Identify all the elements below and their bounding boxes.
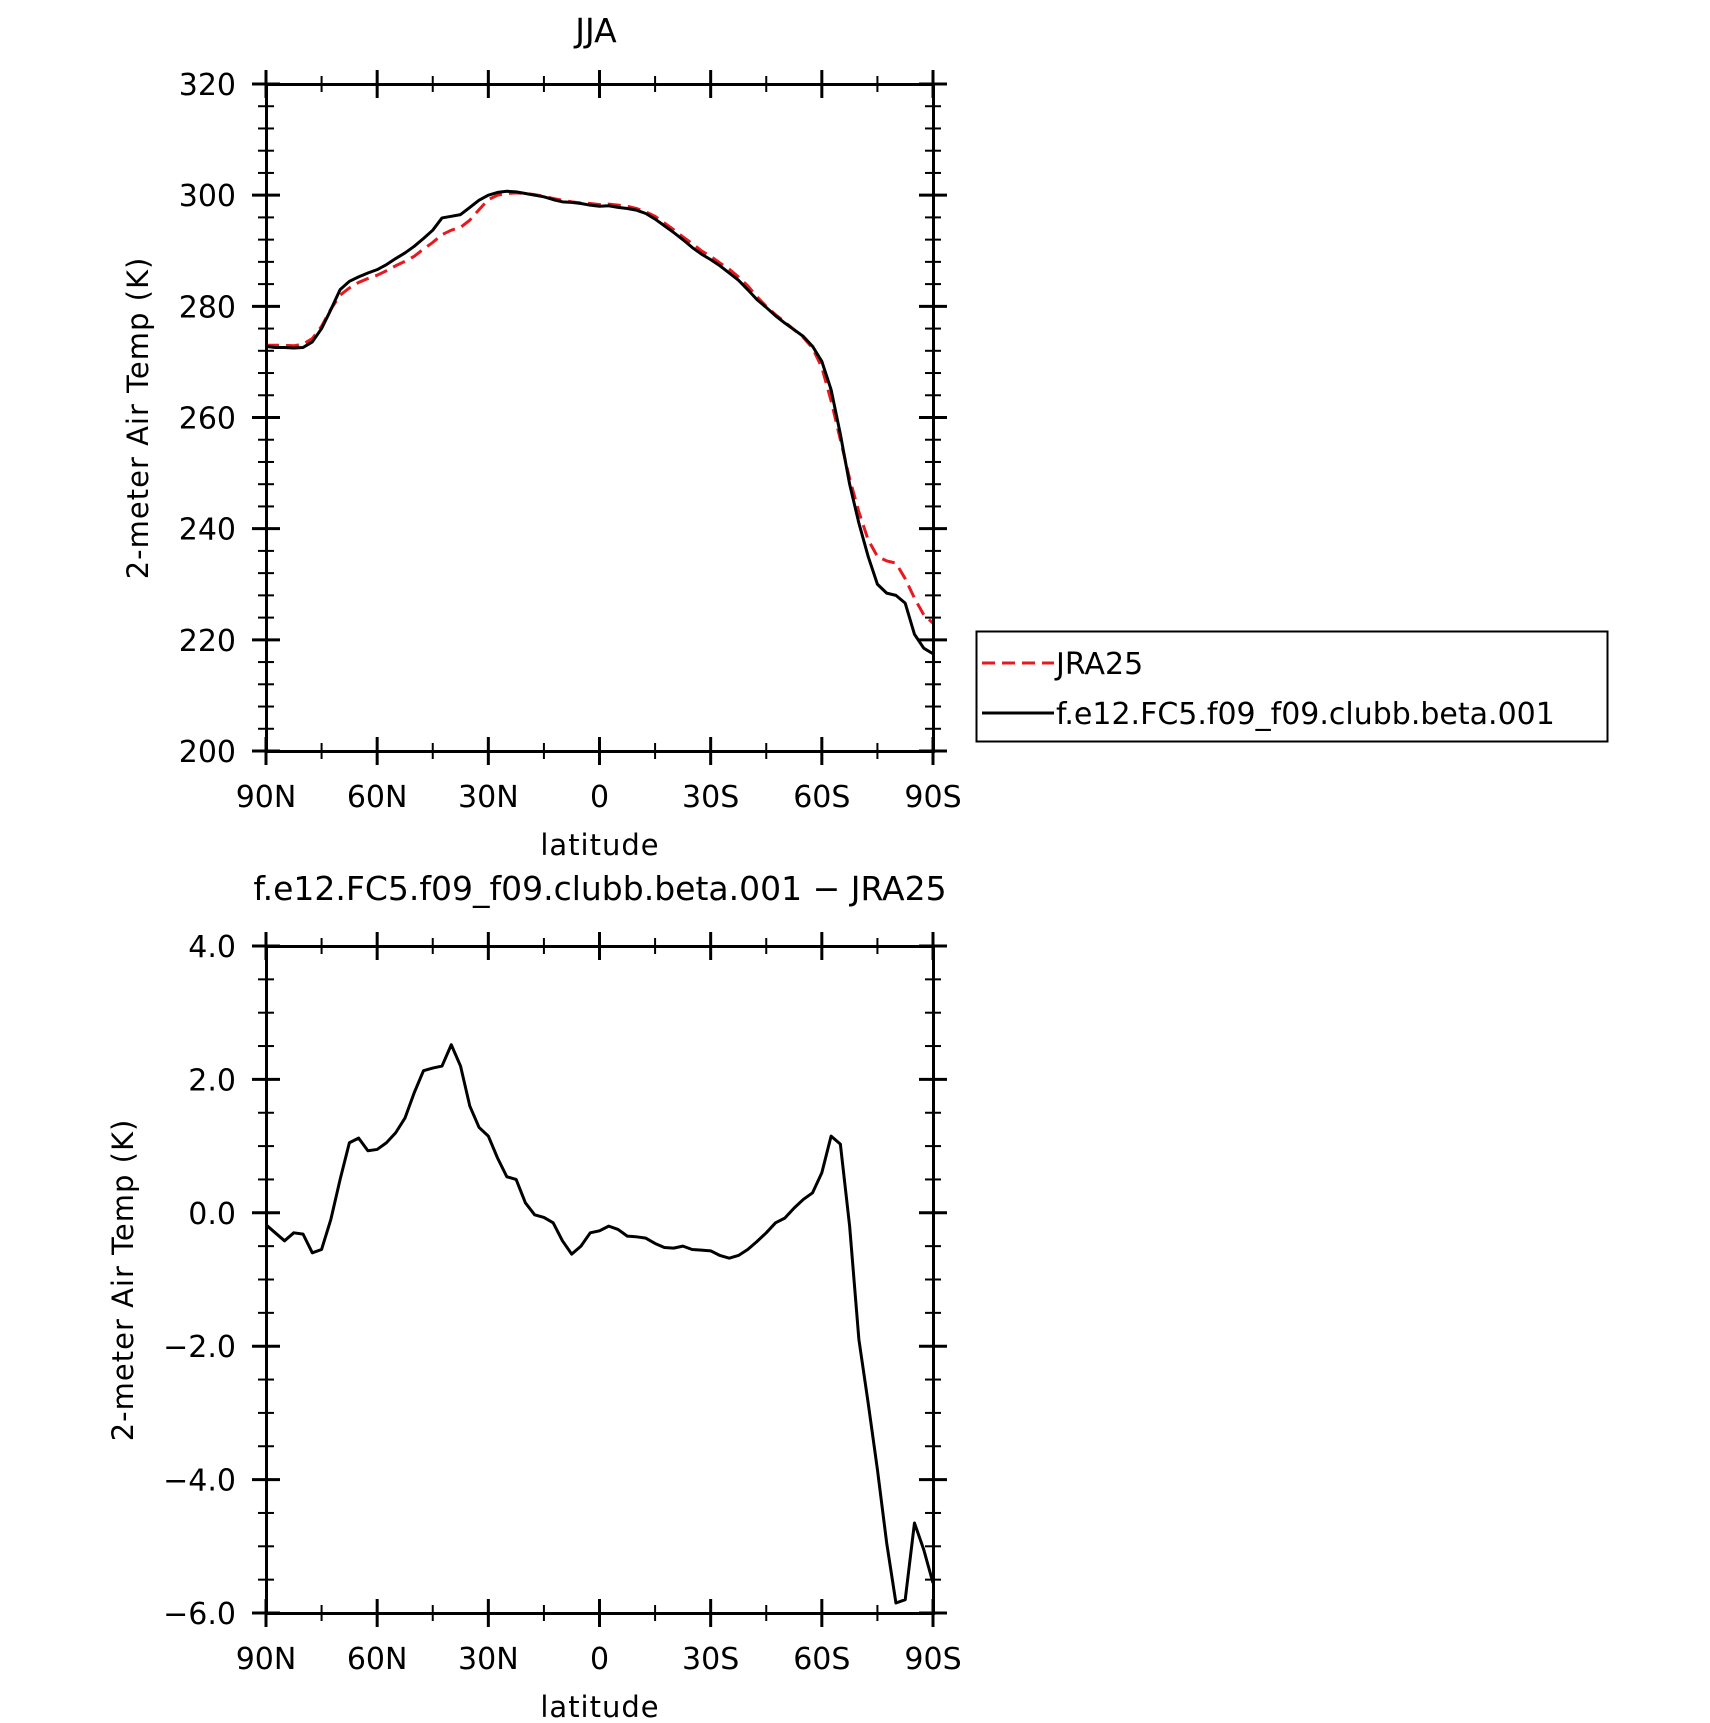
top-x-axis-label: latitude	[540, 828, 659, 862]
y-tick-label: 200	[179, 735, 236, 770]
x-tick-label: 0	[590, 780, 609, 815]
x-tick-label: 30N	[458, 1642, 519, 1677]
x-tick-label: 60N	[347, 1642, 408, 1677]
top-chart-title: JJA	[573, 11, 617, 50]
x-tick-label: 30S	[682, 1642, 739, 1677]
x-tick-label: 60S	[793, 780, 850, 815]
top-series-line-jra25	[266, 191, 935, 625]
bot-series-line-difference	[265, 1043, 935, 1605]
legend-box	[975, 630, 1609, 743]
bottom-y-axis-label: 2-meter Air Temp (K)	[106, 1119, 140, 1442]
top-plot-frame	[265, 83, 935, 753]
x-tick-label: 90N	[236, 780, 297, 815]
x-tick-label: 60S	[793, 1642, 850, 1677]
y-tick-label: −4.0	[163, 1464, 236, 1499]
y-tick-label: 260	[179, 402, 236, 437]
y-tick-label: 240	[179, 513, 236, 548]
top-y-axis-label: 2-meter Air Temp (K)	[121, 257, 155, 580]
legend: JRA25 f.e12.FC5.f09_f09.clubb.beta.001	[975, 630, 1609, 743]
y-tick-label: 2.0	[188, 1063, 236, 1098]
legend-label-model: f.e12.FC5.f09_f09.clubb.beta.001	[1056, 697, 1555, 732]
x-tick-label: 90N	[236, 1642, 297, 1677]
top-series-line-f-e12-fc5-f09-f09-clubb-beta-001	[265, 189, 934, 656]
bottom-panel: f.e12.FC5.f09_f09.clubb.beta.001 − JRA25…	[106, 869, 962, 1723]
y-tick-label: 0.0	[188, 1197, 236, 1232]
top-panel: JJA 200 220 240 260 280 300 320 90N 60N 30N 0 30S 6…	[121, 11, 962, 862]
y-tick-label: 280	[179, 290, 236, 325]
x-tick-label: 90S	[904, 780, 961, 815]
y-tick-label: 4.0	[188, 930, 236, 965]
bottom-chart-title: f.e12.FC5.f09_f09.clubb.beta.001 − JRA25	[253, 869, 946, 908]
y-tick-label: −6.0	[163, 1597, 236, 1632]
x-tick-label: 0	[590, 1642, 609, 1677]
bottom-x-axis-label: latitude	[540, 1690, 659, 1723]
x-tick-label: 30S	[682, 780, 739, 815]
bottom-plot-frame	[265, 945, 935, 1615]
y-tick-label: 320	[179, 68, 236, 103]
y-tick-label: 220	[179, 624, 236, 659]
y-tick-label: −2.0	[163, 1330, 236, 1365]
x-tick-label: 30N	[458, 780, 519, 815]
legend-label-jra25: JRA25	[1054, 647, 1143, 682]
y-tick-label: 300	[179, 179, 236, 214]
x-tick-label: 90S	[904, 1642, 961, 1677]
x-tick-label: 60N	[347, 780, 408, 815]
